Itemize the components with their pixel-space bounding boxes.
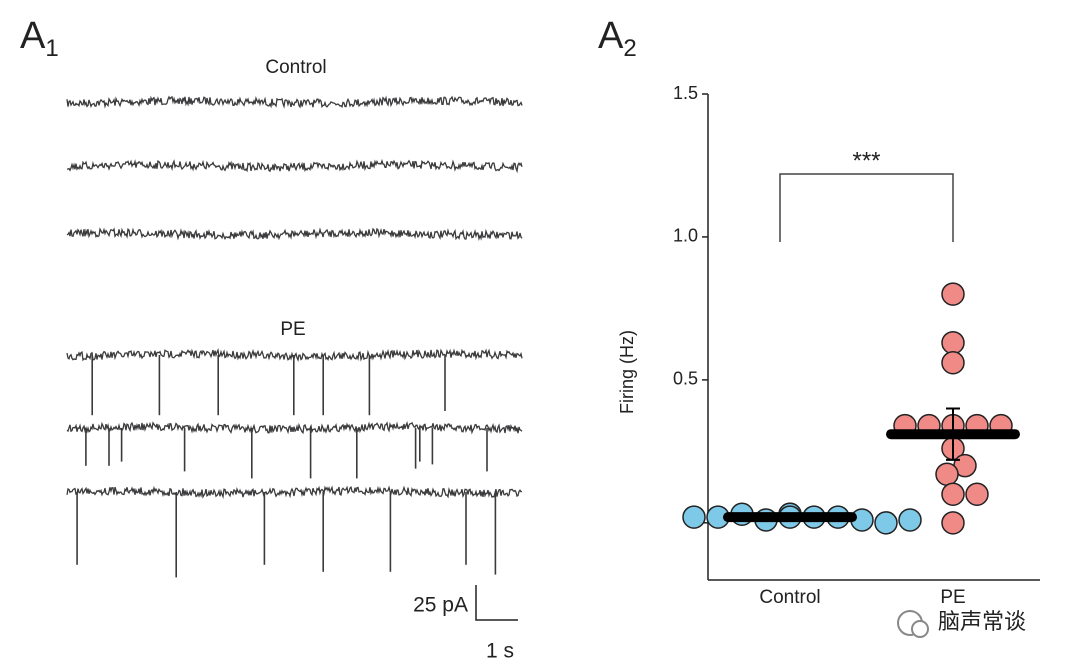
data-point <box>941 330 965 355</box>
y-tick-label: 1.0 <box>673 226 698 246</box>
data-point <box>935 462 959 486</box>
trace-baseline <box>66 158 523 174</box>
data-point <box>682 505 706 529</box>
significance-label: *** <box>852 147 880 174</box>
panel-label: A1 <box>20 15 59 62</box>
error-bar <box>946 407 960 461</box>
x-tick-label: Control <box>759 587 820 608</box>
scale-label: 25 pA <box>413 594 468 617</box>
panel-label: A2 <box>598 15 637 62</box>
data-point <box>965 482 989 506</box>
scale-bar <box>475 585 518 621</box>
watermark-icon <box>911 620 929 638</box>
trace-baseline <box>66 227 523 242</box>
data-point <box>941 282 965 306</box>
trace-label: PE <box>280 319 305 340</box>
trace-baseline <box>66 421 523 435</box>
y-axis-label: Firing (Hz) <box>617 330 637 414</box>
data-point <box>941 482 965 506</box>
watermark-text: 脑声常谈 <box>938 609 1026 634</box>
x-tick-label: PE <box>940 587 965 608</box>
trace-label: Control <box>265 57 326 78</box>
data-point <box>941 511 965 535</box>
y-tick-label: 0.5 <box>673 369 698 389</box>
error-bar <box>783 514 797 520</box>
data-point <box>874 511 898 535</box>
trace-baseline <box>66 485 523 499</box>
data-point <box>898 508 922 532</box>
scale-label: 1 s <box>486 640 514 663</box>
y-tick-label: 1.5 <box>673 83 698 103</box>
trace-baseline <box>66 95 523 109</box>
watermark: 脑声常谈 <box>897 609 1026 638</box>
data-point <box>941 350 965 375</box>
significance-bracket <box>779 173 954 242</box>
